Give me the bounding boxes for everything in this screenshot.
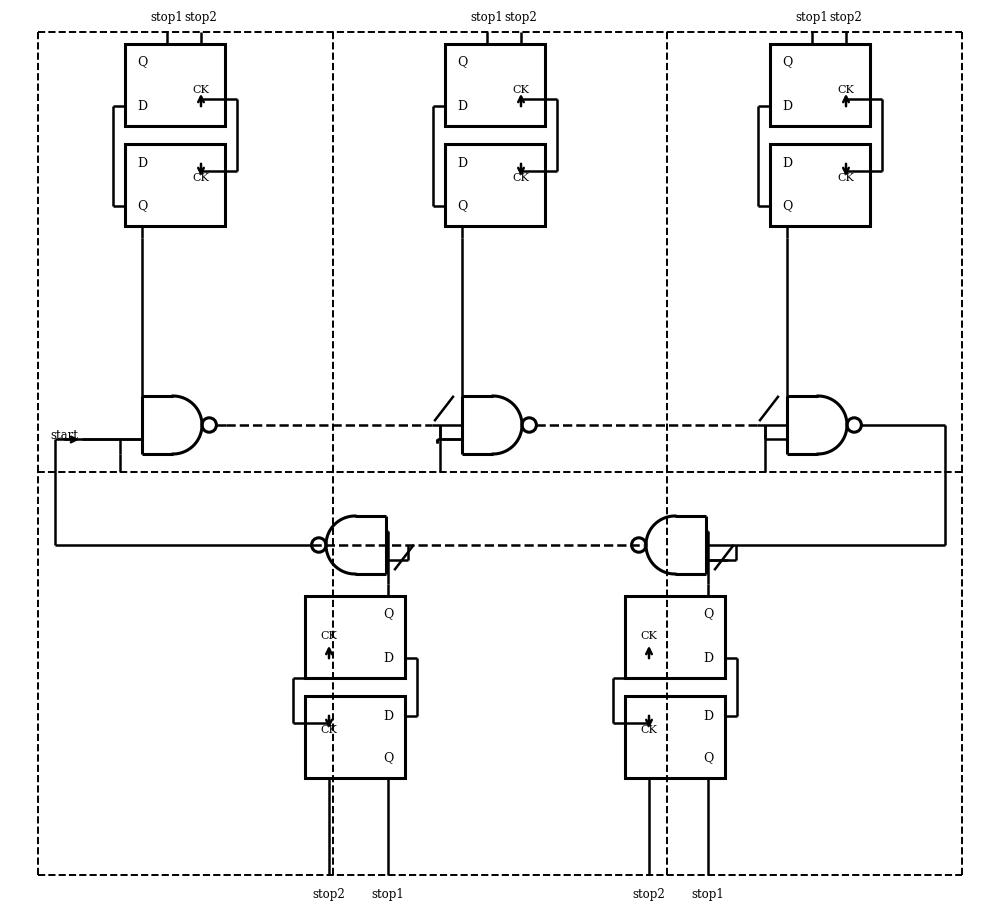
Text: stop2: stop2 <box>633 888 665 901</box>
Text: Q: Q <box>137 200 147 212</box>
Bar <box>770 44 870 126</box>
Text: stop2: stop2 <box>830 11 862 24</box>
Text: stop2: stop2 <box>505 11 537 24</box>
Text: D: D <box>457 100 467 112</box>
Bar <box>625 696 725 778</box>
Text: CK: CK <box>838 173 854 183</box>
Bar <box>770 144 870 226</box>
Text: CK: CK <box>838 85 854 95</box>
Text: Q: Q <box>383 752 393 765</box>
Text: CK: CK <box>193 173 209 183</box>
Text: Q: Q <box>457 200 467 212</box>
Text: CK: CK <box>193 85 209 95</box>
Text: D: D <box>782 100 792 112</box>
Text: D: D <box>782 158 792 171</box>
Text: D: D <box>703 651 713 665</box>
Text: start: start <box>50 429 78 442</box>
Bar <box>125 144 225 226</box>
Text: Q: Q <box>782 200 792 212</box>
Text: CK: CK <box>321 725 337 735</box>
Bar <box>625 596 725 678</box>
Text: CK: CK <box>513 85 529 95</box>
Bar <box>305 696 405 778</box>
Text: Q: Q <box>137 55 147 69</box>
Text: D: D <box>137 100 147 112</box>
Text: stop1: stop1 <box>796 11 828 24</box>
Text: D: D <box>457 158 467 171</box>
Text: stop1: stop1 <box>151 11 183 24</box>
Text: D: D <box>383 651 393 665</box>
Text: Q: Q <box>703 608 713 620</box>
Text: D: D <box>137 158 147 171</box>
Text: D: D <box>383 709 393 723</box>
Text: CK: CK <box>641 631 657 641</box>
Text: stop2: stop2 <box>313 888 345 901</box>
Bar <box>125 44 225 126</box>
Text: stop1: stop1 <box>471 11 503 24</box>
Text: CK: CK <box>321 631 337 641</box>
Text: Q: Q <box>703 752 713 765</box>
Text: stop1: stop1 <box>692 888 724 901</box>
Bar <box>445 44 545 126</box>
Text: stop2: stop2 <box>185 11 217 24</box>
Text: Q: Q <box>782 55 792 69</box>
Text: Q: Q <box>383 608 393 620</box>
Text: CK: CK <box>641 725 657 735</box>
Bar <box>445 144 545 226</box>
Text: CK: CK <box>513 173 529 183</box>
Text: stop1: stop1 <box>372 888 404 901</box>
Text: D: D <box>703 709 713 723</box>
Bar <box>305 596 405 678</box>
Text: Q: Q <box>457 55 467 69</box>
